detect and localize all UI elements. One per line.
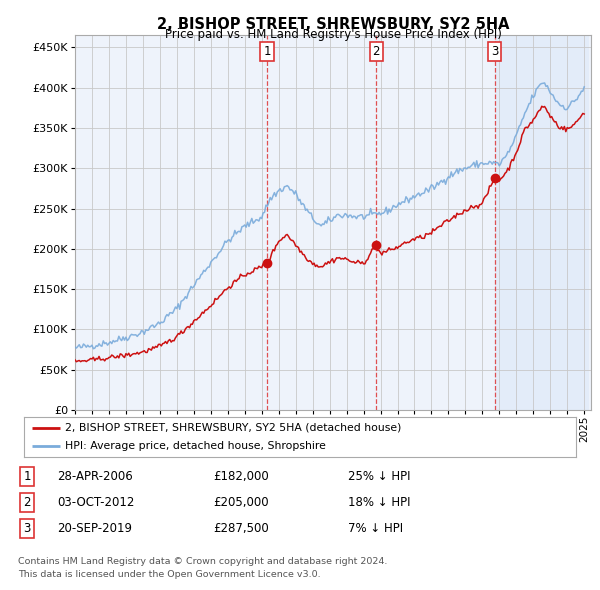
Text: 03-OCT-2012: 03-OCT-2012 [57, 496, 134, 509]
Text: 2, BISHOP STREET, SHREWSBURY, SY2 5HA (detached house): 2, BISHOP STREET, SHREWSBURY, SY2 5HA (d… [65, 423, 402, 433]
Text: 2, BISHOP STREET, SHREWSBURY, SY2 5HA: 2, BISHOP STREET, SHREWSBURY, SY2 5HA [157, 17, 509, 31]
Text: £205,000: £205,000 [213, 496, 269, 509]
Text: 18% ↓ HPI: 18% ↓ HPI [348, 496, 410, 509]
Text: Price paid vs. HM Land Registry's House Price Index (HPI): Price paid vs. HM Land Registry's House … [164, 28, 502, 41]
Text: 1: 1 [23, 470, 31, 483]
Text: £287,500: £287,500 [213, 522, 269, 535]
Bar [494, 35, 589, 410]
Text: Contains HM Land Registry data © Crown copyright and database right 2024.: Contains HM Land Registry data © Crown c… [18, 557, 388, 566]
Text: 2: 2 [23, 496, 31, 509]
Text: 25% ↓ HPI: 25% ↓ HPI [348, 470, 410, 483]
Text: £182,000: £182,000 [213, 470, 269, 483]
Text: 3: 3 [491, 45, 498, 58]
Text: 20-SEP-2019: 20-SEP-2019 [57, 522, 132, 535]
Text: HPI: Average price, detached house, Shropshire: HPI: Average price, detached house, Shro… [65, 441, 326, 451]
Text: 1: 1 [263, 45, 271, 58]
Text: This data is licensed under the Open Government Licence v3.0.: This data is licensed under the Open Gov… [18, 570, 320, 579]
Text: 28-APR-2006: 28-APR-2006 [57, 470, 133, 483]
Text: 7% ↓ HPI: 7% ↓ HPI [348, 522, 403, 535]
Text: 3: 3 [23, 522, 31, 535]
Text: 2: 2 [373, 45, 380, 58]
